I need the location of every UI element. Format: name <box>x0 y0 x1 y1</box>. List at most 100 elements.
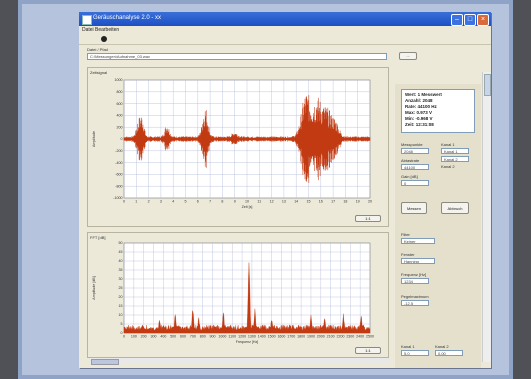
y-tick-label: 10 <box>119 313 123 317</box>
peak-field: 1234 <box>401 278 429 284</box>
vertical-scroll-thumb[interactable] <box>484 74 491 96</box>
footer-label-1: Kanal 1 <box>401 344 415 349</box>
x-tick-label: 500 <box>170 335 176 339</box>
x-tick-label: 1000 <box>218 335 226 339</box>
x-tick-label: 2200 <box>336 335 344 339</box>
waveform-chart: 0 1 2 3 4 5 6 7 8 9 10 11 12 13 14 15 16 17 18 19 2010008006… <box>92 78 372 209</box>
y-tick-label: 600 <box>117 102 123 106</box>
x-tick-label: 400 <box>160 335 166 339</box>
gain-input[interactable]: 0 <box>401 180 429 186</box>
toolbar <box>79 34 491 45</box>
samples-input[interactable]: 2048 <box>401 148 429 154</box>
x-tick-label: 200 <box>141 335 147 339</box>
y-tick-label: 0 <box>121 137 123 141</box>
browse-button[interactable]: ... <box>399 52 417 60</box>
start-button[interactable]: Messen <box>401 202 427 214</box>
footer-field-1[interactable]: 5.0 <box>401 350 429 356</box>
x-tick-label: 18 <box>343 200 347 204</box>
level-label: Pegelmaximum <box>401 294 429 299</box>
minimize-button[interactable]: – <box>451 14 463 26</box>
y-tick-label: -400 <box>115 161 122 165</box>
spectrum-panel-label: FFT [dB] <box>90 235 106 240</box>
spectrum-panel: FFT [dB] 0 100 200 300 400 500 600 700 800 900 100… <box>87 232 389 358</box>
x-tick-label: 1200 <box>238 335 246 339</box>
x-tick-label: 0 <box>123 335 125 339</box>
channel-1-field[interactable]: Kanal 1 <box>441 148 469 154</box>
app-window: Geräuschanalyse 2.0 - xx – □ × Datei Bea… <box>79 12 491 368</box>
y-tick-label: 35 <box>119 268 123 272</box>
window-select[interactable]: Hanning <box>401 258 435 264</box>
samples-label: Messpunkte <box>401 142 423 147</box>
filter-label: Filter <box>401 232 410 237</box>
y-tick-label: 40 <box>119 259 123 263</box>
title-bar[interactable]: Geräuschanalyse 2.0 - xx – □ × <box>79 12 491 26</box>
y-tick-label: 1000 <box>115 78 123 82</box>
x-tick-label: 700 <box>190 335 196 339</box>
scroll-thumb[interactable] <box>91 359 119 365</box>
rate-input[interactable]: 44100 <box>401 164 429 170</box>
horizontal-scrollbar[interactable] <box>89 358 389 365</box>
x-tick-label: 0 <box>123 200 125 204</box>
status-line: Wert: 1 Messwert <box>405 92 442 97</box>
y-tick-label: 0 <box>121 331 123 335</box>
x-tick-label: 13 <box>282 200 286 204</box>
x-tick-label: 1500 <box>268 335 276 339</box>
waveform-panel: Zeitsignal 0 1 2 3 4 5 6 7 8 9 10 11 12 13 14 15 16 17 18 1… <box>87 67 389 227</box>
status-line: Zeit: 12:31:08 <box>405 122 434 127</box>
y-axis-label: Amplitude [dB] <box>92 276 96 299</box>
x-tick-label: 1300 <box>248 335 256 339</box>
rate-label: Abtastrate <box>401 158 420 163</box>
stop-button[interactable]: Abbruch <box>441 202 469 214</box>
x-tick-label: 4 <box>172 200 174 204</box>
menu-bar: Datei Bearbeiten <box>79 26 491 34</box>
menu-edit[interactable]: Bearbeiten <box>95 27 120 33</box>
close-button[interactable]: × <box>477 14 489 26</box>
x-axis-label: Zeit [s] <box>242 205 253 209</box>
x-tick-label: 12 <box>270 200 274 204</box>
menu-file[interactable]: Datei <box>82 27 94 33</box>
x-tick-label: 16 <box>319 200 323 204</box>
x-tick-label: 6 <box>197 200 199 204</box>
x-tick-label: 15 <box>307 200 311 204</box>
status-line: Min: -0.968 V <box>405 116 433 121</box>
y-tick-label: 200 <box>117 125 123 129</box>
y-tick-label: 30 <box>119 277 123 281</box>
channel-2-field[interactable]: Kanal 2 <box>441 156 469 162</box>
y-tick-label: 50 <box>119 241 123 245</box>
waveform-zoom-control[interactable]: 1:1 <box>355 215 381 222</box>
y-tick-label: 5 <box>121 322 123 326</box>
window-label: Fenster <box>401 252 415 257</box>
spectrum-series <box>123 262 371 334</box>
x-tick-label: 900 <box>210 335 216 339</box>
x-tick-label: 8 <box>221 200 223 204</box>
footer-field-2[interactable]: 0.00 <box>435 350 463 356</box>
x-tick-label: 17 <box>331 200 335 204</box>
y-tick-label: 800 <box>117 90 123 94</box>
window-title: Geräuschanalyse 2.0 - xx <box>93 15 162 21</box>
run-icon[interactable] <box>101 36 107 42</box>
peak-label: Frequenz [Hz] <box>401 272 427 277</box>
level-field: -12.5 <box>401 300 429 306</box>
vertical-scrollbar[interactable] <box>482 72 491 362</box>
x-tick-label: 600 <box>180 335 186 339</box>
y-tick-label: 15 <box>119 304 123 308</box>
x-axis-label: Frequenz [Hz] <box>236 340 259 344</box>
app-icon <box>82 15 92 25</box>
status-box: Wert: 1 Messwert Anzahl: 2048 Rate: 4410… <box>401 89 475 133</box>
path-input[interactable]: C:\Messungen\Aufnahme_03.wav <box>87 53 387 60</box>
y-tick-label: 45 <box>119 250 123 254</box>
waveform-panel-label: Zeitsignal <box>90 70 108 75</box>
x-tick-label: 1100 <box>228 335 236 339</box>
x-tick-label: 300 <box>151 335 157 339</box>
footer-label-2: Kanal 2 <box>435 344 449 349</box>
spectrum-zoom-control[interactable]: 1:1 <box>355 347 381 354</box>
channel-label: Kanal 1 <box>441 142 455 147</box>
x-tick-label: 1400 <box>258 335 266 339</box>
waveform-series <box>123 95 371 183</box>
status-line: Rate: 44100 Hz <box>405 104 437 109</box>
x-tick-label: 2500 <box>366 335 374 339</box>
maximize-button[interactable]: □ <box>464 14 476 26</box>
x-tick-label: 3 <box>160 200 162 204</box>
filter-select[interactable]: Keiner <box>401 238 435 244</box>
x-tick-label: 14 <box>294 200 298 204</box>
